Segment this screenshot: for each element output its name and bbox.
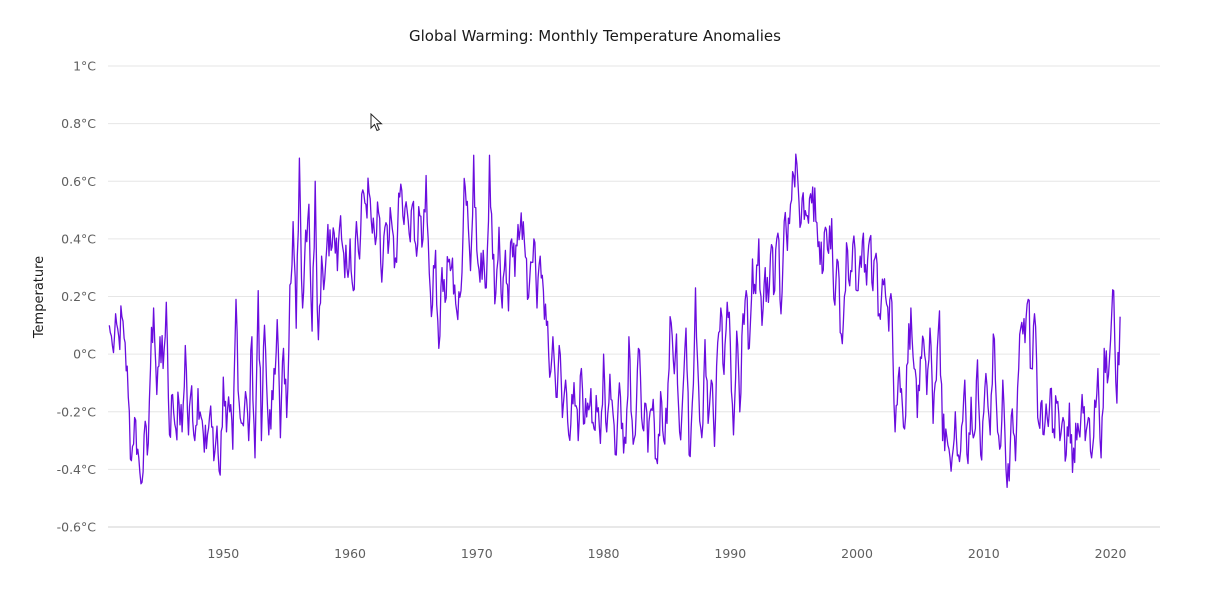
y-tick-label: -0.4°C xyxy=(57,462,97,477)
y-tick-label: -0.2°C xyxy=(57,404,97,419)
y-tick-label: 0.6°C xyxy=(61,174,96,189)
y-tick-label: 1°C xyxy=(73,59,96,74)
series-layer xyxy=(108,153,1121,488)
y-tick-label: -0.6°C xyxy=(57,520,97,535)
chart-title: Global Warming: Monthly Temperature Anom… xyxy=(409,27,781,45)
grid-lines xyxy=(108,65,1160,528)
x-tick-label: 1950 xyxy=(207,546,239,561)
x-axis-ticks: 1950 1960 1970 1980 1990 2000 2010 2020 xyxy=(207,546,1126,561)
y-tick-label: 0.8°C xyxy=(61,116,96,131)
x-tick-label: 1990 xyxy=(714,546,746,561)
mouse-pointer-icon xyxy=(370,113,383,132)
x-tick-label: 1960 xyxy=(334,546,366,561)
y-tick-label: 0.2°C xyxy=(61,289,96,304)
x-tick-label: 1970 xyxy=(461,546,493,561)
x-tick-label: 1980 xyxy=(588,546,620,561)
y-axis-label: Temperature xyxy=(32,256,47,339)
x-tick-label: 2000 xyxy=(841,546,873,561)
x-tick-label: 2010 xyxy=(968,546,1000,561)
y-tick-label: 0°C xyxy=(73,347,96,362)
series-line-temperature xyxy=(108,153,1121,488)
y-tick-label: 0.4°C xyxy=(61,231,96,246)
y-axis-ticks: 1°C 0.8°C 0.6°C 0.4°C 0.2°C 0°C -0.2°C -0.4°C -0… xyxy=(57,59,97,535)
x-tick-label: 2020 xyxy=(1095,546,1127,561)
